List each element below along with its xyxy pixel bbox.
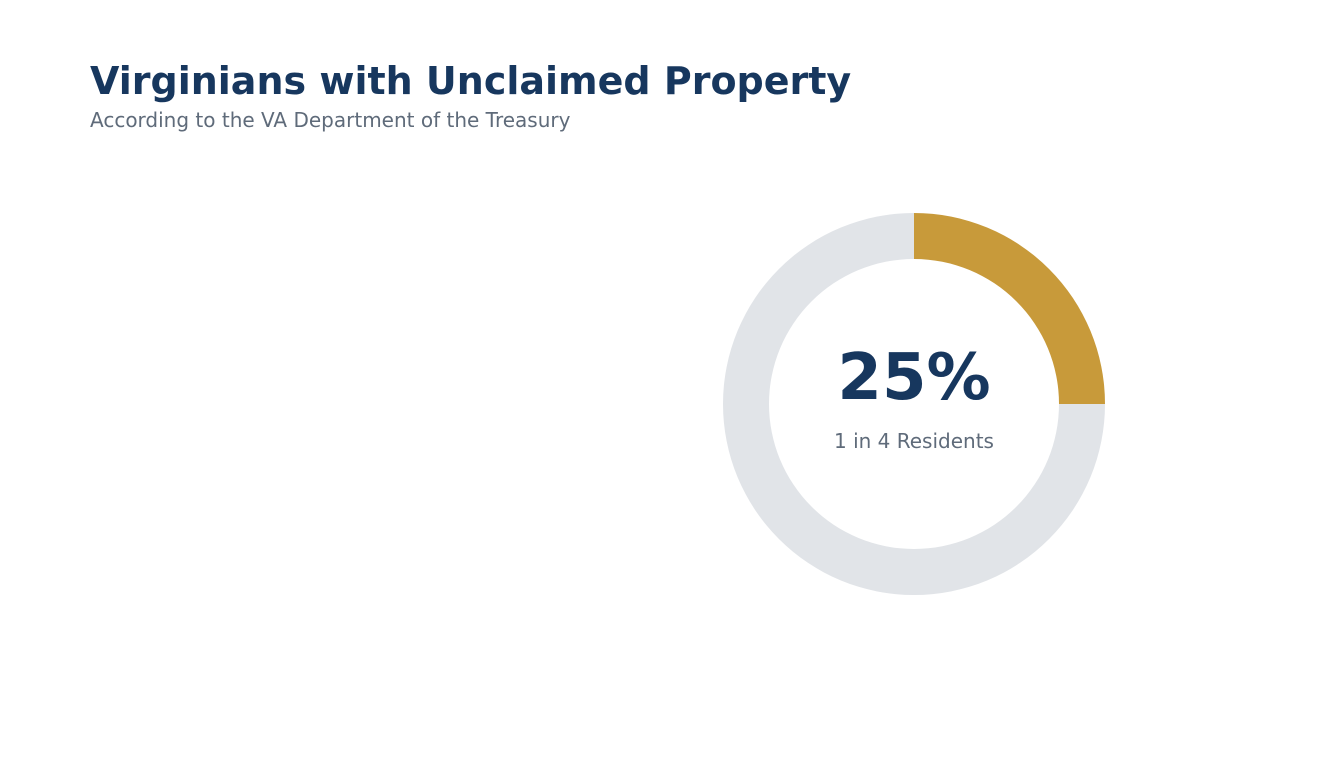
donut-slice-highlight	[914, 213, 1105, 404]
donut-slices	[723, 213, 1105, 595]
center-value: 25%	[837, 341, 990, 415]
chart-subtitle: According to the VA Department of the Tr…	[90, 108, 571, 132]
chart-header: Virginians with Unclaimed Property Accor…	[90, 56, 851, 134]
chart-title: Virginians with Unclaimed Property	[90, 59, 852, 103]
center-label: 1 in 4 Residents	[834, 429, 994, 453]
